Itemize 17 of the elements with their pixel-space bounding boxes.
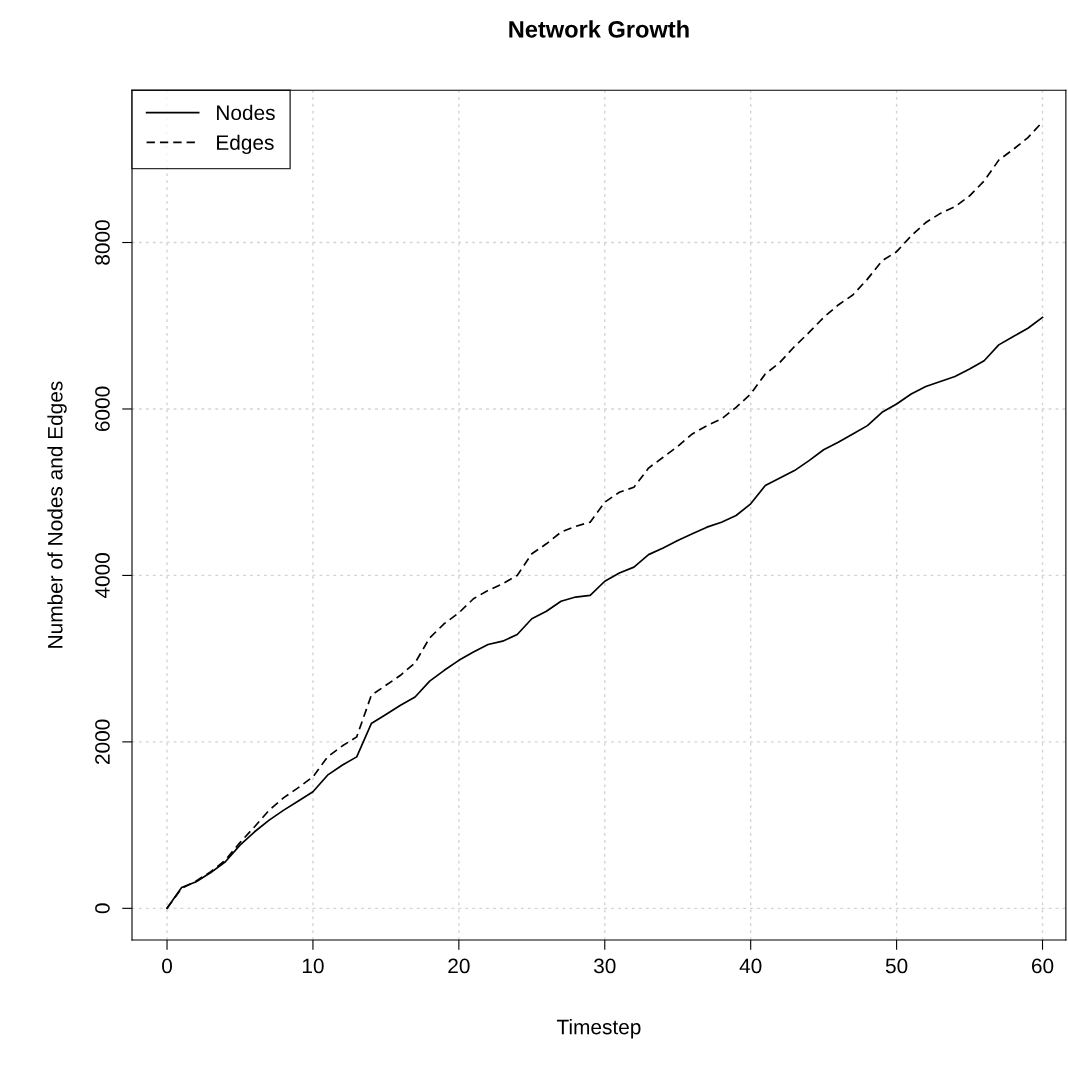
y-tick-label: 6000 [95,386,110,432]
x-axis-title: Timestep [556,1019,641,1039]
legend-label: Nodes [217,104,275,121]
y-tick-label: 2000 [95,719,110,765]
x-tick-label: 50 [885,958,908,974]
x-tick-label: 0 [162,958,172,974]
x-tick-label: 30 [593,958,616,974]
legend-label: Edges [217,134,274,155]
chart-title: Network Growth [509,20,689,38]
x-tick-label: 10 [302,958,324,974]
x-tick-label: 60 [1031,958,1054,974]
y-tick-label: 8000 [95,220,110,265]
y-tick-label: 4000 [95,553,110,599]
x-tick-label: 40 [739,958,762,974]
x-tick-label: 20 [448,958,470,974]
y-tick-label: 0 [95,903,110,914]
y-axis-title: Number of Nodes and Edges [47,381,67,648]
